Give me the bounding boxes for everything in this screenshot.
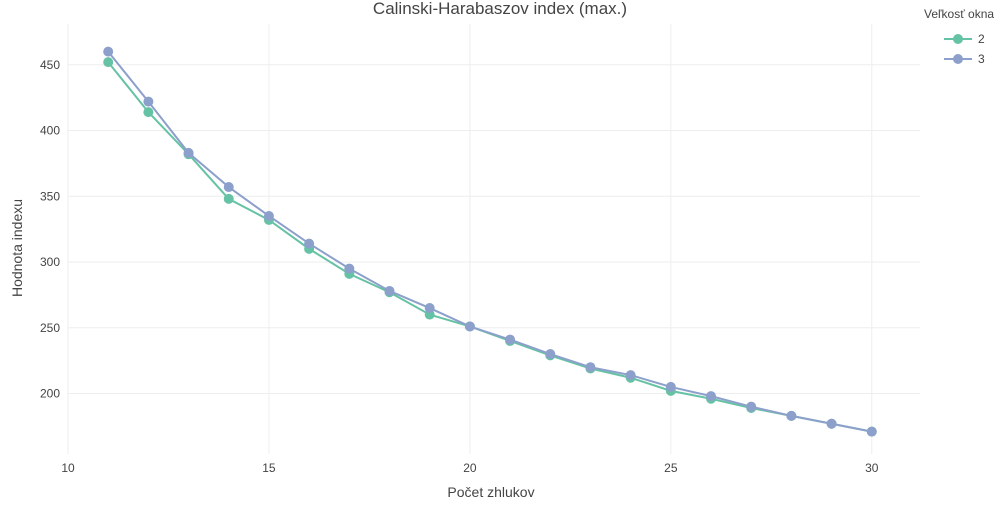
y-tick-label: 250 xyxy=(40,321,60,335)
data-point[interactable] xyxy=(223,193,234,204)
chart-title: Calinski-Harabaszov index (max.) xyxy=(373,0,627,18)
y-tick-label: 300 xyxy=(40,255,60,269)
legend-label: 3 xyxy=(978,52,985,66)
y-tick-label: 200 xyxy=(40,387,60,401)
x-tick-label: 20 xyxy=(463,461,477,475)
grid xyxy=(67,24,920,454)
data-point[interactable] xyxy=(826,418,837,429)
legend-marker xyxy=(953,54,963,64)
data-point[interactable] xyxy=(464,321,475,332)
x-tick-label: 25 xyxy=(664,461,678,475)
y-tick-label: 450 xyxy=(40,58,60,72)
axes: 200 250 300 350 400 450 10 15 20 25 30 xyxy=(40,58,879,475)
data-point[interactable] xyxy=(665,381,676,392)
series-line xyxy=(107,50,872,433)
data-point[interactable] xyxy=(866,426,877,437)
data-point[interactable] xyxy=(103,46,114,57)
series-line xyxy=(107,61,872,433)
series-group xyxy=(103,46,877,437)
y-tick-label: 350 xyxy=(40,189,60,203)
data-point[interactable] xyxy=(625,370,636,381)
x-tick-label: 30 xyxy=(865,461,879,475)
data-point[interactable] xyxy=(424,303,435,314)
legend-marker xyxy=(953,34,963,44)
legend-title: Veľkosť okna xyxy=(924,7,994,21)
data-point[interactable] xyxy=(585,362,596,373)
data-point[interactable] xyxy=(505,334,516,345)
data-point[interactable] xyxy=(384,285,395,296)
data-point[interactable] xyxy=(304,238,315,249)
x-tick-label: 15 xyxy=(262,461,276,475)
data-point[interactable] xyxy=(545,349,556,360)
x-axis-title: Počet zhlukov xyxy=(447,484,534,500)
y-axis-title: Hodnota indexu xyxy=(9,199,25,297)
data-point[interactable] xyxy=(143,107,154,118)
series-2 xyxy=(103,57,877,437)
legend-item-2[interactable]: 2 xyxy=(944,32,985,46)
data-point[interactable] xyxy=(223,182,234,193)
y-tick-label: 400 xyxy=(40,124,60,138)
data-point[interactable] xyxy=(706,391,717,402)
data-point[interactable] xyxy=(263,210,274,221)
legend: Veľkosť okna 2 3 xyxy=(924,7,994,66)
data-point[interactable] xyxy=(746,401,757,412)
data-point[interactable] xyxy=(344,263,355,274)
data-point[interactable] xyxy=(143,96,154,107)
data-point[interactable] xyxy=(183,147,194,158)
x-tick-label: 10 xyxy=(61,461,75,475)
legend-item-3[interactable]: 3 xyxy=(944,52,985,66)
data-point[interactable] xyxy=(103,57,114,68)
data-point[interactable] xyxy=(786,410,797,421)
legend-label: 2 xyxy=(978,32,985,46)
series-3 xyxy=(103,46,877,437)
